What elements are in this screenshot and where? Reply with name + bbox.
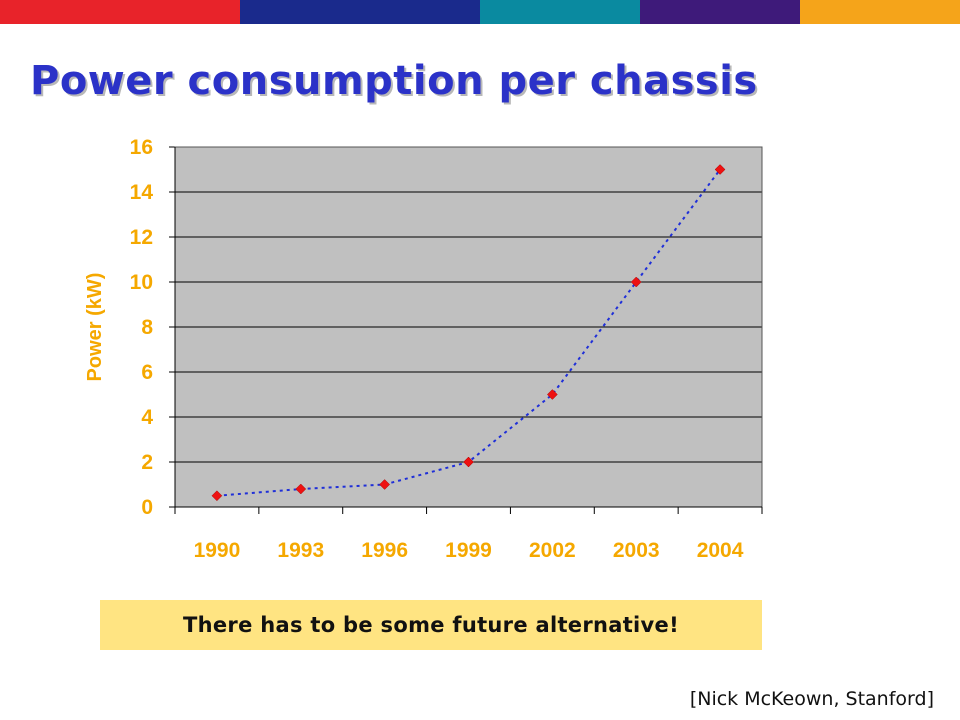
y-tick-label: 14 (130, 181, 154, 204)
x-tick-label: 1990 (194, 539, 241, 562)
top-bar-segment (240, 0, 480, 24)
y-tick-label: 10 (130, 271, 153, 294)
x-tick-label: 2002 (529, 539, 576, 562)
y-tick-label: 0 (141, 496, 153, 519)
callout-box: There has to be some future alternative! (100, 600, 762, 650)
top-bar-segment (480, 0, 640, 24)
callout-text: There has to be some future alternative! (183, 613, 679, 637)
y-tick-label: 6 (141, 361, 153, 384)
top-bar-segment (640, 0, 800, 24)
x-tick-label: 1993 (277, 539, 324, 562)
x-tick-label: 1999 (445, 539, 492, 562)
data-point (714, 164, 726, 175)
x-tick-label: 1996 (361, 539, 408, 562)
y-tick-label: 4 (141, 406, 153, 429)
data-point (295, 483, 307, 495)
data-point (463, 456, 474, 468)
data-point (211, 490, 223, 502)
y-axis-label: Power (kW) (84, 273, 106, 382)
y-tick-label: 12 (130, 226, 153, 249)
top-bar-segment (800, 0, 960, 24)
citation: [Nick McKeown, Stanford] (689, 688, 934, 710)
y-tick-label: 8 (141, 316, 153, 339)
data-point (630, 276, 642, 288)
y-tick-label: 2 (141, 451, 153, 474)
data-point (547, 389, 558, 400)
top-bar-segment (0, 0, 240, 24)
axes (169, 146, 763, 514)
y-tick-label: 16 (130, 136, 153, 159)
slide-title: Power consumption per chassis (30, 58, 758, 104)
x-tick-label: 2003 (613, 539, 660, 562)
top-color-bar (0, 0, 960, 24)
data-markers (211, 164, 726, 502)
x-tick-label: 2004 (697, 539, 744, 562)
y-tick-labels: 0 2 4 6 8 10 12 14 16 (130, 136, 154, 519)
data-point (379, 479, 390, 490)
x-tick-labels: 1990 1993 1996 1999 2002 2003 2004 (194, 539, 744, 562)
